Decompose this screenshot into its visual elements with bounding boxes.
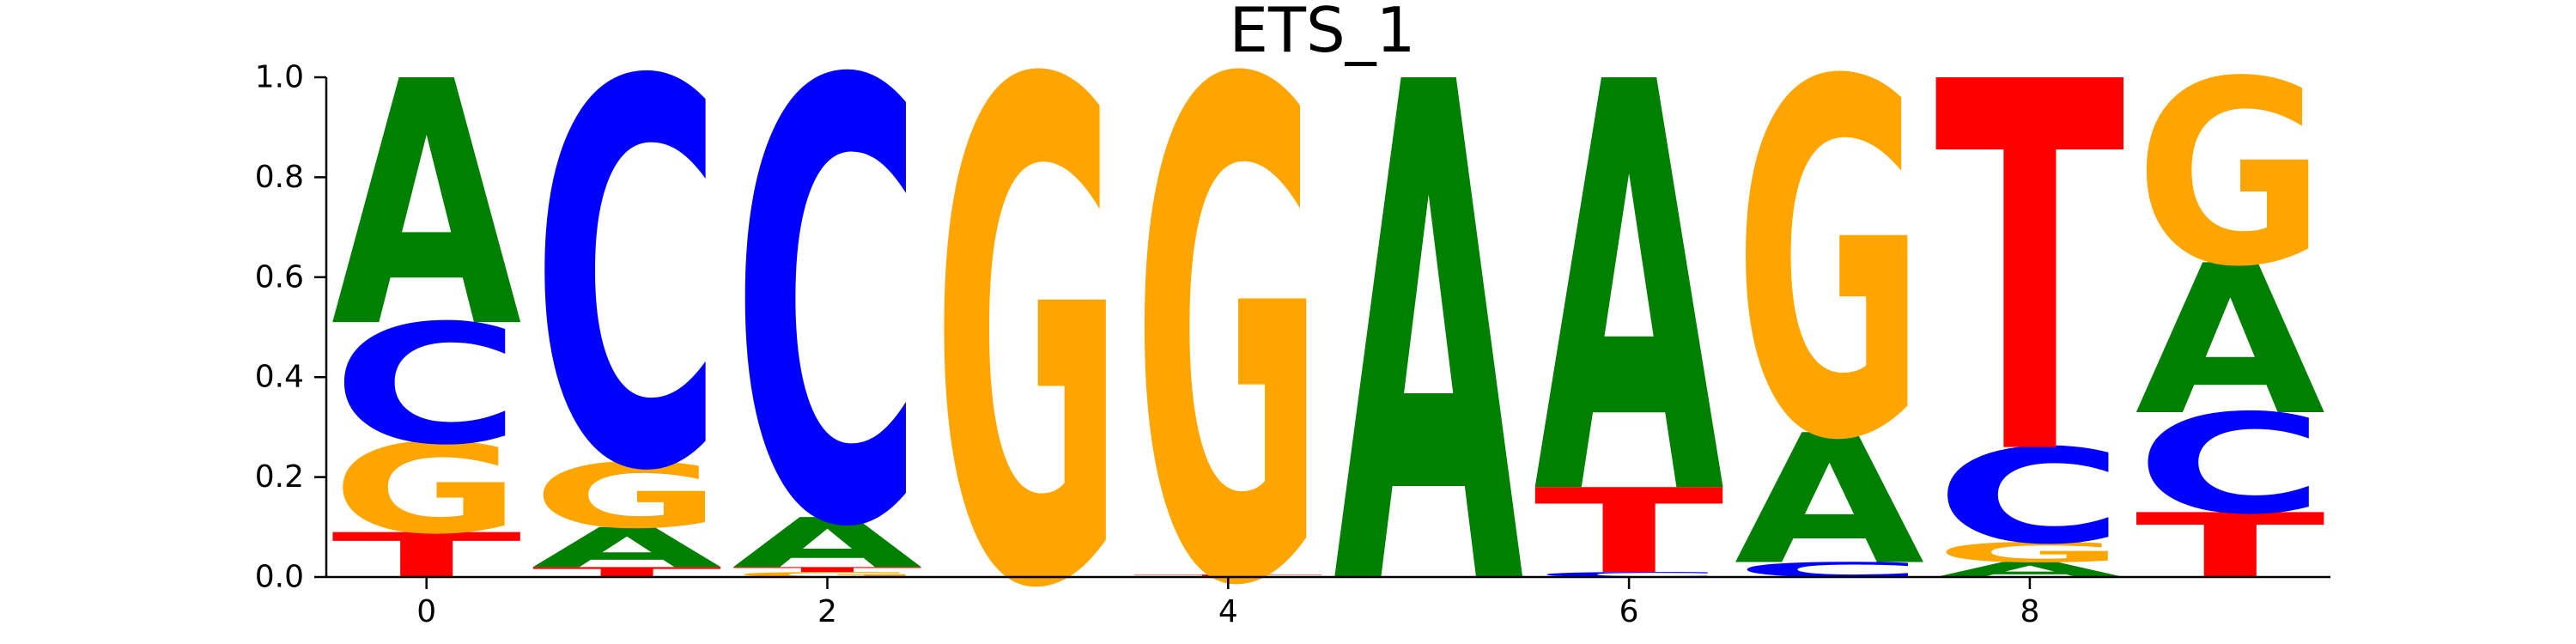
y-ticks: 0.0 0.2 0.4 0.6 0.8 1.0 [255,60,326,595]
logo-letter-T: T [2135,495,2325,598]
x-tick-label: 6 [1619,594,1639,629]
logo-letter-G: G [1133,0,1323,644]
logo-letter-C: C [532,0,722,587]
logo-letter-G: G [1935,537,2125,568]
logo-letter-A: A [1735,397,1925,604]
y-tick-label: 0.2 [255,459,304,495]
logo-letter-C: C [2135,385,2325,544]
logo-letter-G: G [1735,0,1925,547]
x-tick-label: 2 [817,594,837,629]
y-tick-label: 0.0 [255,560,304,595]
logo-letter-T: T [732,566,923,574]
logo-letter-C: C [732,0,923,644]
logo-letter-G: G [933,0,1123,644]
logo-letter-T: T [1935,0,2126,568]
logo-letter-C: C [331,289,522,481]
y-tick-label: 0.4 [255,360,304,395]
y-tick-label: 0.8 [255,160,304,195]
logo-letter-C: C [1935,422,2125,573]
x-ticks: 0 2 4 6 8 [416,577,2039,629]
logo-letter-A: A [732,503,923,583]
logo-letter-A: A [1334,0,1526,644]
logo-letter-G: G [2135,27,2325,322]
logo-letter-A: A [2135,222,2327,461]
y-tick-label: 1.0 [255,60,304,95]
axes [325,77,2330,579]
logo-letter-A: A [331,10,524,401]
logo-letter-G: G [732,571,923,579]
x-tick-label: 4 [1218,594,1238,629]
x-tick-label: 8 [2020,594,2039,629]
logo-letter-G: G [532,445,722,549]
chart-title: ETS_1 [1230,0,1416,66]
logo-letter-T: T [1133,574,1323,578]
logo-letter-G: G [331,418,522,562]
logo-letter-A: A [1534,0,1726,621]
logo-letter-C: C [1534,571,1724,579]
logo-letter-A: A [532,516,722,580]
y-tick-label: 0.6 [255,259,304,295]
x-tick-label: 0 [416,594,436,629]
